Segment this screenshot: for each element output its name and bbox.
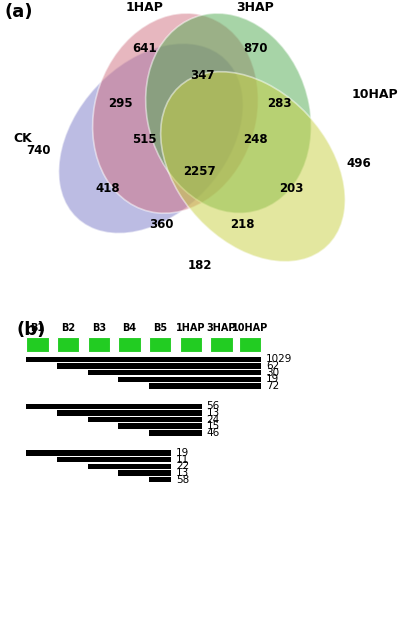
Text: 30: 30 [266,368,279,378]
Bar [118,423,202,429]
Bar [57,410,202,416]
Bar [180,337,202,352]
Text: 2257: 2257 [184,165,216,178]
Text: 56: 56 [206,401,220,411]
Text: 641: 641 [133,42,157,55]
Text: 13: 13 [206,408,220,418]
Text: 360: 360 [149,218,173,231]
Bar [57,337,79,352]
Text: 72: 72 [266,381,279,391]
Text: 295: 295 [108,97,133,110]
Bar [26,357,262,362]
Ellipse shape [59,43,243,233]
Text: (a): (a) [4,3,33,21]
Bar [88,337,110,352]
Text: 15: 15 [206,421,220,431]
Text: 496: 496 [347,157,371,170]
Bar [149,337,171,352]
Text: B3: B3 [92,323,106,333]
Text: 182: 182 [188,259,212,272]
Text: 1029: 1029 [266,354,293,364]
Text: 347: 347 [190,69,214,82]
Text: 248: 248 [243,133,267,147]
Text: 22: 22 [176,461,189,471]
Ellipse shape [93,13,258,213]
Bar [57,457,171,462]
Text: 11: 11 [176,455,189,465]
Text: 58: 58 [176,475,189,484]
Text: 1HAP: 1HAP [176,323,206,333]
Bar [26,450,171,456]
Text: CK: CK [13,132,32,145]
Bar [211,337,233,352]
Text: B2: B2 [61,323,75,333]
Text: 418: 418 [96,182,120,195]
Text: 515: 515 [133,133,157,147]
Bar [118,470,171,476]
Text: 19: 19 [176,448,189,458]
Text: 1HAP: 1HAP [126,1,164,14]
Text: 62: 62 [266,361,279,371]
Bar [149,383,262,389]
Bar [26,337,49,352]
Text: 283: 283 [267,97,292,110]
Bar [26,404,202,409]
Text: 3HAP: 3HAP [207,323,236,333]
Text: B1: B1 [30,323,44,333]
Text: 24: 24 [206,415,220,425]
Bar [149,477,171,482]
Text: (b): (b) [16,321,46,339]
Text: B5: B5 [153,323,167,333]
Bar [118,377,262,382]
Bar [239,337,262,352]
Text: 740: 740 [27,145,51,157]
Text: 13: 13 [176,468,189,478]
Text: 218: 218 [231,218,255,231]
Bar [149,430,202,435]
Bar [88,370,262,376]
Text: 3HAP: 3HAP [236,1,274,14]
Bar [57,364,262,369]
Bar [88,464,171,469]
Text: 870: 870 [243,42,267,55]
Bar [118,337,141,352]
Text: 10HAP: 10HAP [232,323,268,333]
Text: 10HAP: 10HAP [352,88,399,101]
Text: 203: 203 [279,182,304,195]
Bar [88,417,202,422]
Ellipse shape [146,13,311,213]
Text: 19: 19 [266,374,279,384]
Ellipse shape [161,72,345,262]
Text: B4: B4 [122,323,137,333]
Text: 46: 46 [206,428,220,438]
